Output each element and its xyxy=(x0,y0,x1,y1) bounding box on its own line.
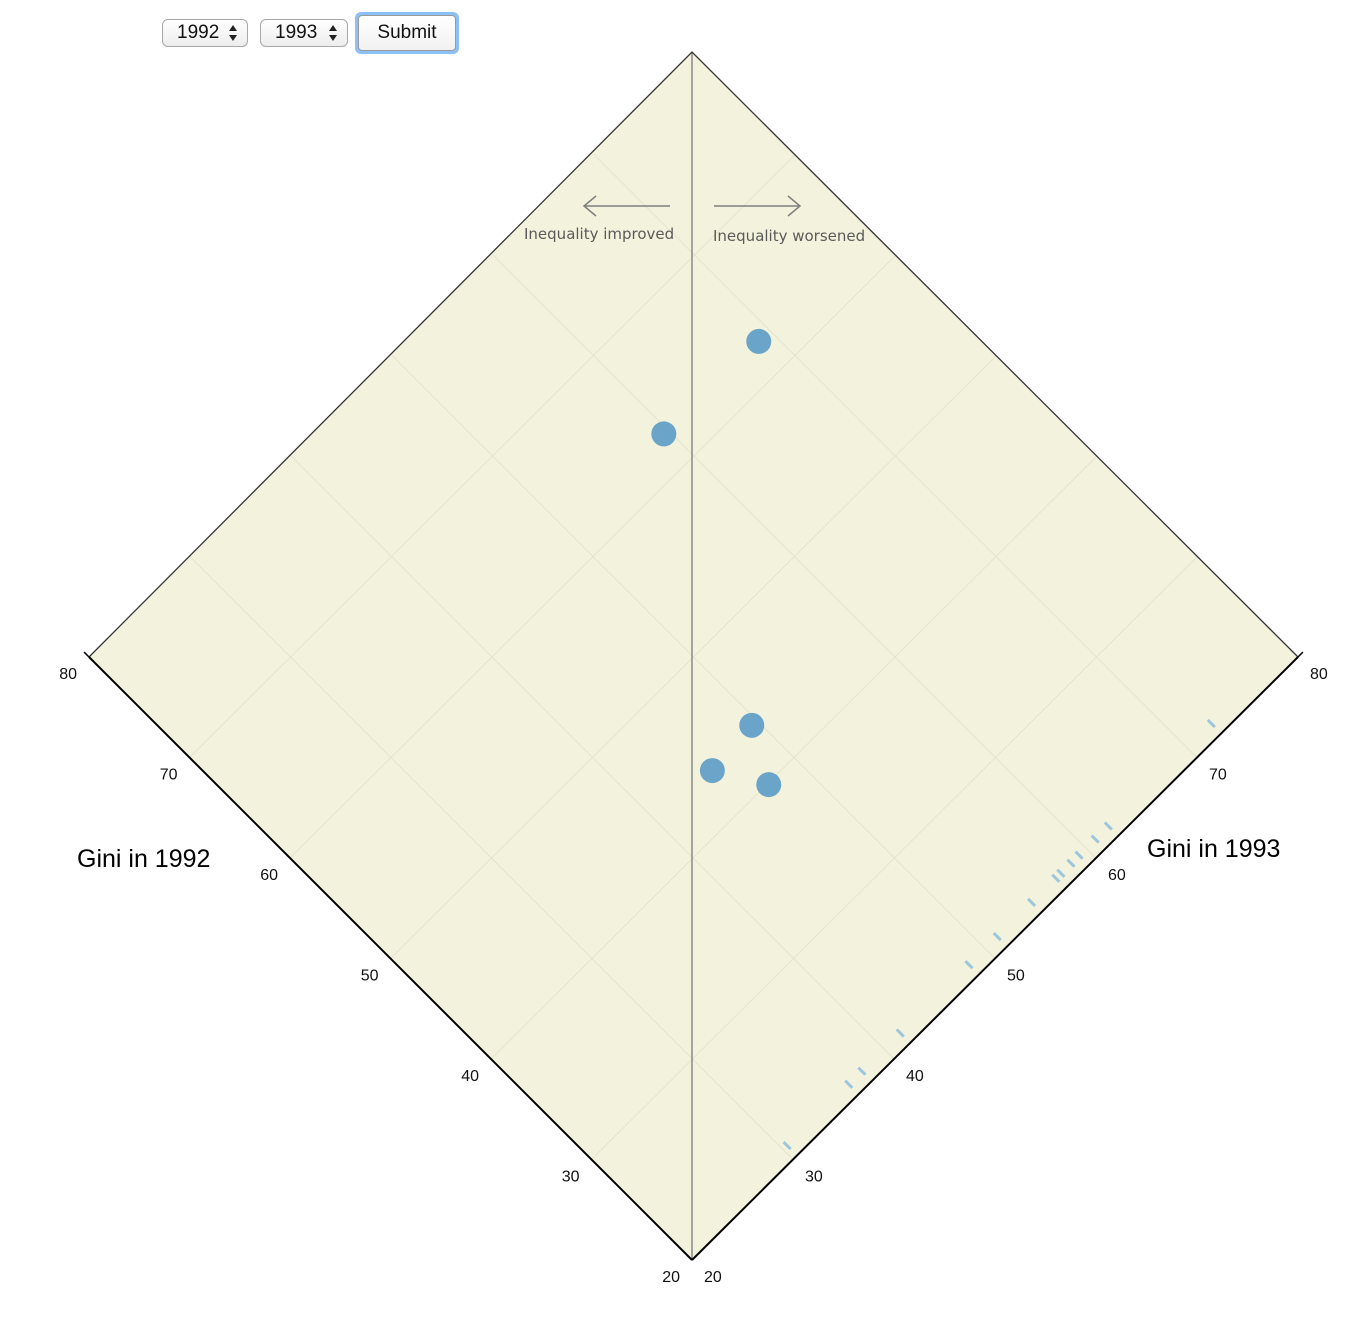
plot-background xyxy=(89,52,1298,1260)
right-axis-tick xyxy=(792,1154,799,1161)
rug-mark xyxy=(964,960,974,970)
right-axis-tick xyxy=(1196,752,1203,759)
rug-mark xyxy=(1074,850,1084,860)
annotation-worsened: Inequality worsened xyxy=(713,227,865,245)
right-axis-tick xyxy=(1095,852,1102,859)
year-b-select[interactable]: 1993 xyxy=(260,19,348,47)
left-axis-tick xyxy=(83,651,90,658)
left-axis-tick xyxy=(586,1154,593,1161)
rug-mark xyxy=(992,931,1002,942)
right-axis-tick xyxy=(691,1254,698,1261)
left-axis-tick xyxy=(385,953,392,960)
year-b-value: 1993 xyxy=(275,22,318,43)
right-axis-tick-label: 70 xyxy=(1209,767,1227,784)
left-axis-tick xyxy=(485,1053,492,1060)
right-axis-tick xyxy=(1297,651,1304,658)
rug-mark xyxy=(1206,718,1216,729)
left-axis-tick-label: 60 xyxy=(260,867,278,884)
left-axis-tick xyxy=(686,1254,693,1261)
left-axis-tick-label: 20 xyxy=(662,1269,680,1286)
left-axis-tick xyxy=(184,752,191,759)
select-arrows-icon xyxy=(229,24,238,42)
rug-mark xyxy=(1051,873,1061,883)
left-axis-tick-label: 70 xyxy=(160,767,178,784)
year-a-value: 1992 xyxy=(177,22,220,43)
right-axis-title: Gini in 1993 xyxy=(1147,835,1280,863)
right-axis-tick-label: 30 xyxy=(805,1169,823,1186)
rug-mark xyxy=(844,1079,854,1089)
year-a-select[interactable]: 1992 xyxy=(162,19,248,47)
left-axis-tick xyxy=(284,852,291,859)
left-axis-tick-label: 50 xyxy=(361,968,379,985)
right-axis-tick-label: 80 xyxy=(1310,666,1328,683)
data-point xyxy=(739,712,765,738)
axis-ticks: 20 30 40 50 60 70 80 20 30 40 50 60 70 80 xyxy=(59,651,1328,1286)
select-arrows-icon xyxy=(329,24,338,42)
rug-mark xyxy=(1026,897,1037,907)
data-point xyxy=(651,421,677,447)
right-axis-tick-label: 60 xyxy=(1108,867,1126,884)
plot-frame xyxy=(88,51,1299,658)
right-axis-tick xyxy=(893,1053,900,1060)
data-point xyxy=(746,328,772,354)
grid-lines xyxy=(189,154,1198,1160)
left-axis-tick-label: 80 xyxy=(59,666,77,683)
right-axis-tick-label: 20 xyxy=(704,1269,722,1286)
worsened-arrow-icon xyxy=(714,195,802,217)
grid-line xyxy=(593,154,1198,758)
rug-mark xyxy=(782,1140,792,1151)
improved-arrow-icon xyxy=(582,195,670,217)
rug-mark xyxy=(1090,834,1100,844)
rug-mark xyxy=(1066,858,1076,868)
annotation-improved: Inequality improved xyxy=(524,225,674,243)
rug-mark xyxy=(857,1066,867,1076)
right-axis-tick-label: 50 xyxy=(1007,968,1025,985)
data-points xyxy=(651,328,782,798)
right-axis-tick-label: 40 xyxy=(906,1068,924,1085)
data-point xyxy=(699,758,725,784)
rug-mark xyxy=(895,1028,905,1038)
data-point xyxy=(756,772,782,798)
right-axis-rug xyxy=(782,718,1216,1151)
submit-label: Submit xyxy=(358,15,456,51)
left-axis-tick-label: 40 xyxy=(461,1068,479,1085)
left-axis-title: Gini in 1992 xyxy=(77,845,210,873)
right-axis-tick xyxy=(994,953,1001,960)
rug-mark xyxy=(1103,821,1113,831)
submit-button[interactable]: Submit xyxy=(355,12,459,54)
rug-mark xyxy=(1056,868,1066,878)
left-axis-tick-label: 30 xyxy=(562,1169,580,1186)
